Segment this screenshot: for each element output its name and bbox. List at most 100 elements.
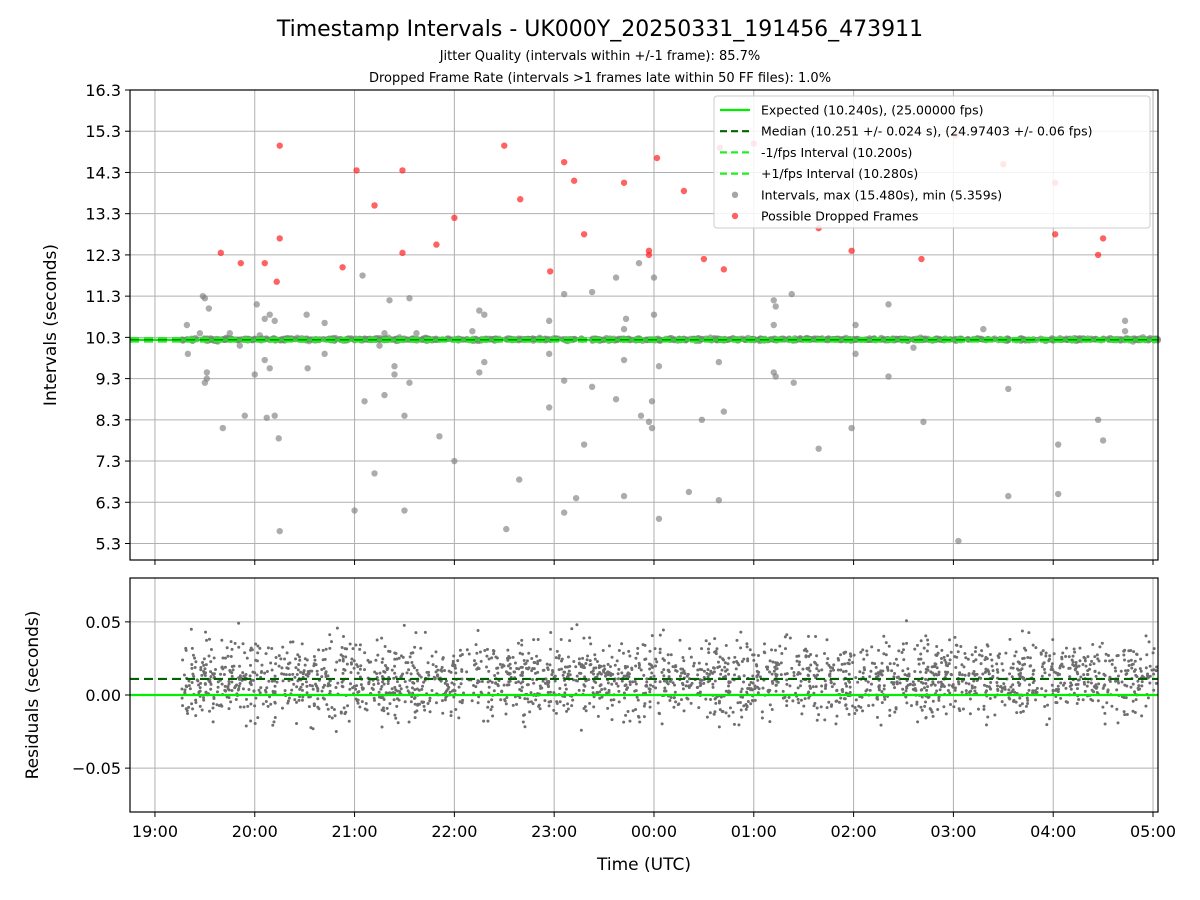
residual-point xyxy=(599,672,603,676)
residual-point xyxy=(682,709,686,713)
residual-point xyxy=(208,709,212,713)
residual-point xyxy=(377,690,381,694)
residual-point xyxy=(684,684,688,688)
residual-point xyxy=(568,673,572,677)
residual-point xyxy=(1042,667,1046,671)
residual-point xyxy=(1031,689,1035,693)
residual-point xyxy=(988,653,992,657)
residual-point xyxy=(1140,684,1144,688)
residual-point xyxy=(228,669,232,673)
intervals-y-ticks: 16.315.314.313.312.311.310.39.38.37.36.3… xyxy=(85,81,130,554)
residual-point xyxy=(755,685,759,689)
residual-point xyxy=(256,644,260,648)
residual-point xyxy=(1091,643,1095,647)
residual-point xyxy=(940,648,944,652)
residual-point xyxy=(1026,698,1030,702)
residual-point xyxy=(431,663,435,667)
residual-point xyxy=(410,686,414,690)
residual-point xyxy=(381,657,385,661)
residual-point xyxy=(518,696,522,700)
residual-point xyxy=(1043,671,1047,675)
residual-point xyxy=(1000,662,1004,666)
residual-point xyxy=(190,666,194,670)
x-tick-label: 00:00 xyxy=(631,822,677,841)
residual-point xyxy=(906,667,910,671)
residual-point xyxy=(712,666,716,670)
residual-point xyxy=(430,689,434,693)
residual-point xyxy=(1087,667,1091,671)
residual-point xyxy=(504,670,508,674)
residual-point xyxy=(627,649,631,653)
residual-point xyxy=(546,685,550,689)
residual-point xyxy=(548,647,552,651)
residual-point xyxy=(592,672,596,676)
residual-point xyxy=(681,687,685,691)
residual-point xyxy=(848,652,852,656)
residual-point xyxy=(185,709,189,713)
residual-point xyxy=(1019,710,1023,714)
residual-point xyxy=(412,697,416,701)
residual-point xyxy=(788,636,792,640)
residual-point xyxy=(792,674,796,678)
residual-point xyxy=(289,640,293,644)
residual-point xyxy=(836,668,840,672)
residual-point xyxy=(924,634,928,638)
residual-point xyxy=(995,662,999,666)
residual-point xyxy=(257,688,261,692)
residual-point xyxy=(557,654,561,658)
dropped-frame-point xyxy=(848,247,855,254)
residual-point xyxy=(634,664,638,668)
residual-point xyxy=(616,677,620,681)
residual-point xyxy=(364,702,368,706)
residual-point xyxy=(678,674,682,678)
residual-point xyxy=(801,667,805,671)
residual-point xyxy=(645,680,649,684)
residual-point xyxy=(386,679,390,683)
residual-point xyxy=(305,684,309,688)
residual-point xyxy=(937,673,941,677)
residual-point xyxy=(211,706,215,710)
residual-point xyxy=(623,664,627,668)
residual-point xyxy=(212,695,216,699)
residual-point xyxy=(1029,664,1033,668)
residual-point xyxy=(288,673,292,677)
residual-point xyxy=(565,709,569,713)
interval-point xyxy=(980,325,987,333)
residual-point xyxy=(543,699,547,703)
residual-point xyxy=(723,661,727,665)
residual-point xyxy=(209,648,213,652)
residual-point xyxy=(451,659,455,663)
residual-point xyxy=(1103,711,1107,715)
residual-point xyxy=(446,683,450,687)
residual-point xyxy=(306,674,310,678)
interval-point xyxy=(201,295,209,302)
residual-point xyxy=(339,711,343,715)
residual-point xyxy=(1077,698,1081,702)
residual-point xyxy=(964,681,968,685)
residual-point xyxy=(773,665,777,669)
residual-point xyxy=(230,680,234,684)
residual-point xyxy=(395,680,399,684)
intervals-y-tick-label: 12.3 xyxy=(85,246,121,265)
interval-point xyxy=(401,507,408,514)
residual-point xyxy=(311,727,315,731)
residual-point xyxy=(924,681,928,685)
residual-point xyxy=(807,674,811,678)
residual-point xyxy=(515,702,519,706)
residual-point xyxy=(617,689,621,693)
residual-point xyxy=(395,657,399,661)
interval-point xyxy=(637,412,645,419)
interval-point xyxy=(361,398,368,405)
residual-point xyxy=(181,704,185,708)
residual-point xyxy=(1086,672,1090,676)
residual-point xyxy=(392,698,396,702)
residual-point xyxy=(457,716,461,720)
residual-point xyxy=(523,697,527,701)
residual-point xyxy=(905,701,909,705)
residual-point xyxy=(478,650,482,654)
dropped-frame-point xyxy=(653,154,661,162)
residuals-y-tick-label: 0.05 xyxy=(85,613,121,632)
residual-point xyxy=(662,679,666,683)
residual-point xyxy=(356,698,360,702)
residual-point xyxy=(882,684,886,688)
